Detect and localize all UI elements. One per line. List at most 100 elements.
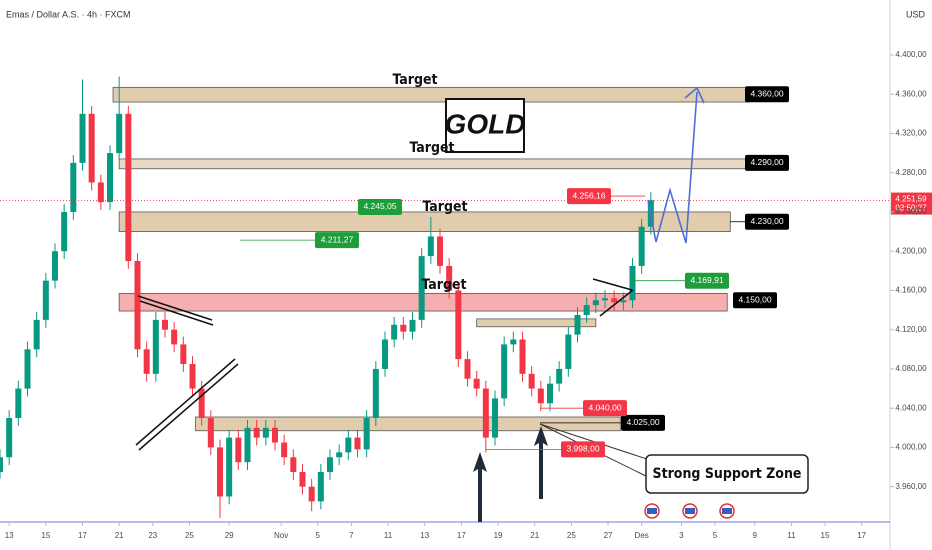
candle-body bbox=[244, 427, 251, 463]
badge: GOLD bbox=[445, 108, 526, 139]
arrow-up bbox=[473, 452, 487, 522]
candle-body bbox=[143, 349, 150, 374]
price-tag-label: 4.169,91 bbox=[690, 275, 723, 285]
price-tag-label: 4.040,00 bbox=[588, 402, 621, 412]
candle-body bbox=[611, 298, 618, 303]
candle-body bbox=[180, 344, 187, 365]
candle-body bbox=[79, 113, 86, 163]
candle-body bbox=[116, 113, 123, 154]
candle-body bbox=[217, 447, 223, 497]
candle-body bbox=[482, 388, 489, 438]
zone bbox=[476, 318, 597, 328]
candle-body bbox=[52, 251, 58, 281]
candle-body bbox=[253, 427, 260, 438]
x-tick-label: 21 bbox=[530, 531, 539, 540]
price-tag-box bbox=[685, 272, 729, 289]
price-tag-box bbox=[733, 292, 777, 309]
trendlines bbox=[135, 278, 634, 451]
y-tick-label: 4.160,00 bbox=[895, 286, 927, 295]
callout-box bbox=[645, 454, 809, 494]
candle-body bbox=[400, 324, 407, 332]
candle-body bbox=[382, 339, 388, 369]
candle-body bbox=[327, 457, 333, 472]
candle-body bbox=[592, 300, 599, 306]
price-tag-label: 4.230,00 bbox=[750, 216, 783, 226]
price-tag-box bbox=[583, 400, 627, 417]
y-tick-label: 4.400,00 bbox=[895, 50, 927, 59]
candle-body bbox=[638, 226, 645, 266]
target-label: Target bbox=[409, 140, 454, 156]
target-label: Target bbox=[421, 277, 466, 293]
symbol-header: Emas / Dollar A.S. · 4h · FXCM bbox=[6, 9, 131, 19]
candle-body bbox=[547, 383, 553, 404]
candle-body bbox=[61, 211, 68, 252]
x-tick-label: 5 bbox=[316, 531, 321, 540]
target-label: Target bbox=[392, 72, 437, 88]
candle-body bbox=[473, 378, 480, 389]
candle-body bbox=[33, 319, 40, 350]
zones bbox=[112, 86, 750, 432]
price-tag-label: 4.150,00 bbox=[738, 294, 771, 304]
price-tag-label: 3.998,00 bbox=[566, 444, 599, 454]
candle-body bbox=[620, 300, 627, 303]
candle-body bbox=[556, 368, 563, 384]
x-tick-label: 19 bbox=[494, 531, 503, 540]
candle-body bbox=[437, 236, 443, 266]
arrow-up bbox=[534, 426, 548, 499]
y-tick-label: 4.080,00 bbox=[895, 364, 927, 373]
candle-body bbox=[134, 261, 141, 350]
candle-body bbox=[6, 417, 13, 458]
price-tag-label: 4.290,00 bbox=[750, 157, 783, 167]
candle-body bbox=[446, 265, 453, 291]
y-tick-label: 4.120,00 bbox=[895, 325, 927, 334]
candle-body bbox=[299, 471, 306, 487]
candle-body bbox=[125, 113, 132, 261]
candle-body bbox=[70, 162, 77, 212]
candle-body bbox=[317, 471, 324, 502]
price-tag-box bbox=[621, 414, 665, 431]
candle-body bbox=[336, 452, 343, 458]
candle-body bbox=[574, 314, 581, 335]
y-tick-label: 4.240,00 bbox=[895, 207, 927, 216]
candle-body bbox=[272, 427, 278, 443]
price-tag-box bbox=[745, 154, 789, 171]
price-tag-label: 4.256,16 bbox=[572, 190, 605, 200]
x-tick-label: Nov bbox=[274, 531, 288, 540]
candle-body bbox=[418, 256, 425, 320]
candle-body bbox=[308, 486, 315, 502]
candle-body bbox=[0, 457, 3, 472]
y-tick-label: 4.200,00 bbox=[895, 246, 927, 255]
price-tag-box bbox=[561, 441, 605, 458]
candle-body bbox=[372, 368, 379, 418]
candle-body bbox=[602, 298, 608, 301]
price-tag-box bbox=[745, 86, 789, 103]
candle-body bbox=[189, 364, 196, 389]
support-note: Strong Support Zone bbox=[653, 466, 802, 482]
x-tick-label: 13 bbox=[5, 531, 14, 540]
candle-body bbox=[629, 265, 636, 301]
candle-body bbox=[501, 344, 508, 399]
candle-body bbox=[528, 373, 535, 389]
currency: USD bbox=[906, 9, 926, 19]
x-tick-label: 21 bbox=[115, 531, 124, 540]
candle-body bbox=[492, 398, 498, 438]
y-tick-label: 4.040,00 bbox=[895, 403, 927, 412]
x-tick-label: 25 bbox=[185, 531, 194, 540]
last-price: 4.251,59 bbox=[895, 195, 927, 204]
candle-body bbox=[290, 457, 297, 472]
price-tag-label: 4.025,00 bbox=[626, 417, 659, 427]
price-tag-label: 4.360,00 bbox=[750, 88, 783, 98]
plot bbox=[0, 76, 890, 519]
candle-body bbox=[15, 388, 22, 418]
candle-body bbox=[42, 280, 49, 320]
candle-body bbox=[226, 437, 233, 497]
target-label: Target bbox=[422, 199, 467, 215]
candle-body bbox=[262, 427, 269, 438]
price-tag-box bbox=[567, 188, 611, 205]
last-price-tag bbox=[891, 192, 932, 215]
x-tick-label: 17 bbox=[457, 531, 466, 540]
x-tick-label: 7 bbox=[349, 531, 354, 540]
